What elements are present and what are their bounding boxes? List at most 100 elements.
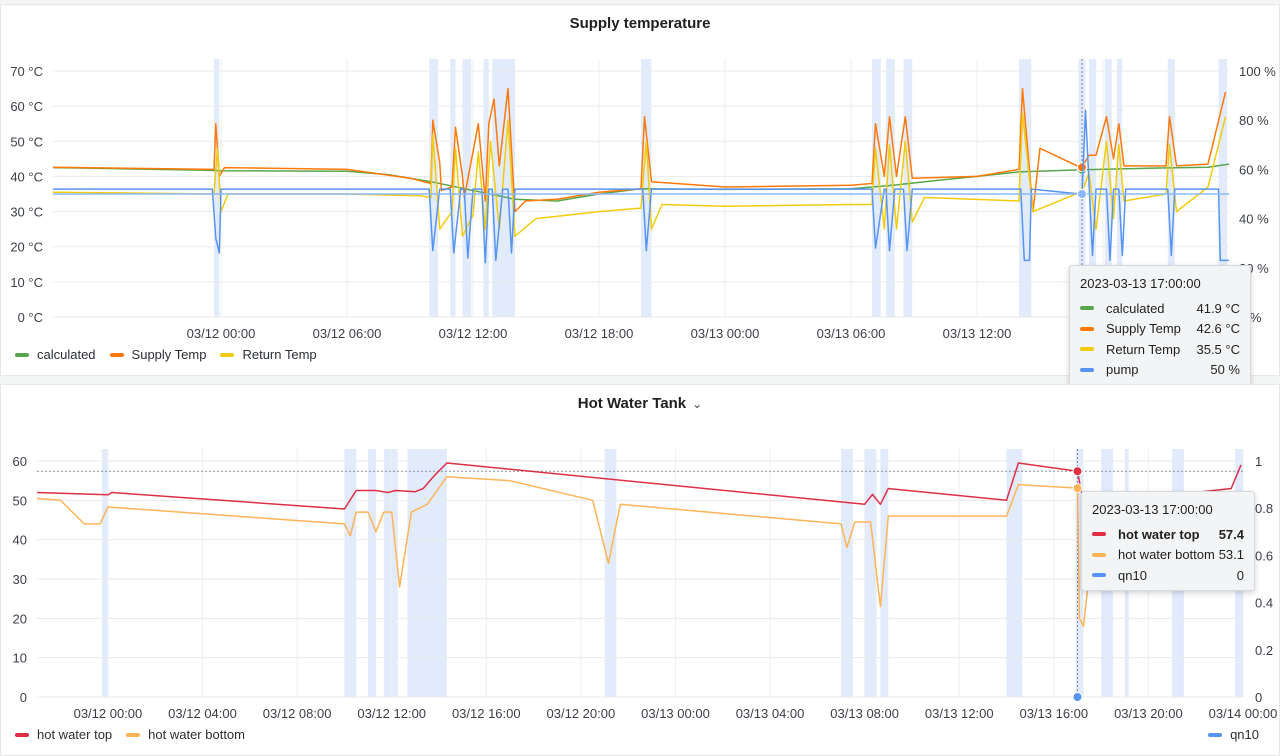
legend: calculated Supply Temp Return Temp <box>15 347 317 362</box>
legend-swatch <box>220 352 235 357</box>
tooltip-series-value: 53.1 <box>1218 547 1244 563</box>
legend-item[interactable]: hot water top <box>15 727 112 742</box>
highlight-band <box>1218 59 1228 317</box>
y-tick-label: 40 °C <box>10 169 43 184</box>
hover-point <box>1077 162 1087 173</box>
highlight-band <box>864 449 877 697</box>
tooltip: 2023-03-13 17:00:00 calculated 41.9 °C Sup… <box>1069 265 1251 407</box>
x-tick-label: 03/12 12:00 <box>439 326 508 341</box>
highlight-band <box>462 59 472 317</box>
x-tick-label: 03/12 16:00 <box>452 706 521 721</box>
legend-label: Supply Temp <box>131 347 207 362</box>
tooltip-series-name: Return Temp <box>1106 341 1181 357</box>
y-right-tick-label: 0.6 <box>1255 548 1273 563</box>
y-tick-label: 20 °C <box>10 240 43 255</box>
x-tick-label: 03/13 16:00 <box>1019 706 1088 721</box>
y-tick-label: 50 °C <box>10 134 43 149</box>
y-right-tick-label: 0.2 <box>1255 643 1273 658</box>
x-tick-label: 03/14 00:00 <box>1209 706 1278 721</box>
highlight-band <box>841 449 853 697</box>
highlight-band <box>344 449 357 697</box>
tooltip-row: Return Temp 35.5 °C <box>1080 339 1240 360</box>
x-tick-label: 03/13 20:00 <box>1114 706 1183 721</box>
x-tick-label: 03/12 20:00 <box>547 706 616 721</box>
legend-swatch <box>1208 732 1223 737</box>
hover-point <box>1072 483 1083 494</box>
legend: hot water top hot water bottom <box>15 727 245 742</box>
legend-label: qn10 <box>1230 727 1259 742</box>
tooltip-swatch <box>1080 347 1094 352</box>
hover-point <box>1077 189 1087 199</box>
y-tick-label: 50 <box>13 493 27 508</box>
y-right-tick-label: 0.4 <box>1255 596 1273 611</box>
legend-item[interactable]: calculated <box>15 347 96 362</box>
supply-temperature-panel: Supply temperature 0 °C 10 °C 20 °C 30 °C 40… <box>0 4 1280 407</box>
legend-item[interactable]: Return Temp <box>220 347 317 362</box>
x-tick-label: 03/12 00:00 <box>74 706 143 721</box>
y-tick-label: 30 <box>13 572 27 587</box>
y-tick-label: 0 °C <box>18 310 43 325</box>
tooltip: 2023-03-13 17:00:00 hot water top 57.4 hot… <box>1081 491 1255 591</box>
x-tick-label: 03/13 00:00 <box>641 706 710 721</box>
highlight-band <box>604 449 617 697</box>
y-tick-label: 30 °C <box>10 205 43 220</box>
tooltip-series-value: 35.5 °C <box>1196 341 1240 357</box>
y-tick-label: 10 °C <box>10 275 43 290</box>
supply-temperature-chart[interactable]: 0 °C 10 °C 20 °C 30 °C 40 °C 50 °C 60 °C 70 °C 0… <box>1 5 1279 375</box>
x-tick-label: 03/12 04:00 <box>168 706 237 721</box>
tooltip-swatch <box>1092 573 1106 578</box>
tooltip-row: pump 50 % <box>1080 360 1240 381</box>
panel-title[interactable]: Supply temperature <box>569 15 711 32</box>
tooltip-series-value: 57.4 <box>1218 526 1244 542</box>
y-right-tick-label: 100 % <box>1239 64 1276 79</box>
hover-point <box>1072 692 1083 702</box>
tooltip-series-name: hot water top <box>1118 526 1200 542</box>
tooltip-time: 2023-03-13 17:00:00 <box>1080 276 1201 291</box>
x-tick-label: 03/12 00:00 <box>187 326 256 341</box>
series-line-hot-water-top <box>36 462 1242 510</box>
highlight-band <box>1104 59 1112 317</box>
tooltip-series-name: pump <box>1106 362 1139 378</box>
tooltip-series-name: calculated <box>1106 300 1165 316</box>
highlight-band <box>1167 59 1175 317</box>
highlight-band <box>872 59 881 317</box>
chevron-down-icon[interactable]: ⌄ <box>692 397 703 411</box>
series-line-return-temp <box>52 112 1227 237</box>
tooltip-swatch <box>1092 552 1106 557</box>
x-tick-label: 03/13 04:00 <box>736 706 805 721</box>
y-tick-label: 70 °C <box>10 64 43 79</box>
legend-item[interactable]: Supply Temp <box>109 347 207 362</box>
y-tick-label: 60 <box>13 454 27 469</box>
y-tick-label: 20 <box>13 611 27 626</box>
tooltip-row: hot water top 57.4 <box>1092 524 1244 545</box>
highlight-band <box>1117 59 1123 317</box>
series-line-hot-water-bottom <box>36 475 1113 627</box>
y-right-tick-label: 60 % <box>1239 162 1269 177</box>
hot-water-tank-panel: Hot Water Tank ⌄ 0 10 20 30 40 50 60 0 0.2 0.4 0.6 0… <box>0 384 1280 756</box>
tooltip-row: Supply Temp 42.6 °C <box>1080 319 1240 340</box>
x-tick-label: 03/12 08:00 <box>263 706 332 721</box>
panel-title[interactable]: Hot Water Tank ⌄ <box>1 395 1279 412</box>
x-tick-label: 03/13 00:00 <box>691 326 760 341</box>
legend-item[interactable]: hot water bottom <box>126 727 245 742</box>
y-right-tick-label: 1 <box>1255 454 1262 469</box>
y-right-tick-label: 80 % <box>1239 113 1269 128</box>
tooltip-series-value: 42.6 °C <box>1196 321 1240 337</box>
series-line-pump <box>53 109 1229 264</box>
y-right-tick-label: 40 % <box>1239 212 1269 227</box>
y-tick-label: 0 <box>20 690 27 705</box>
x-tick-label: 03/12 06:00 <box>313 326 382 341</box>
tooltip-series-value: 0 <box>1236 567 1244 583</box>
tooltip-swatch <box>1080 306 1094 311</box>
legend-swatch <box>126 732 141 737</box>
x-tick-label: 03/13 12:00 <box>925 706 994 721</box>
y-tick-label: 10 <box>13 651 27 666</box>
tooltip-row: hot water bottom 53.1 <box>1092 545 1244 566</box>
series-line-calculated <box>52 163 1230 202</box>
tooltip-series-name: qn10 <box>1118 567 1147 583</box>
legend-item[interactable]: qn10 <box>1208 727 1259 742</box>
legend-label: hot water top <box>37 727 113 742</box>
tooltip-swatch <box>1080 367 1094 372</box>
legend-swatch <box>109 352 124 357</box>
y-tick-label: 60 °C <box>10 99 43 114</box>
